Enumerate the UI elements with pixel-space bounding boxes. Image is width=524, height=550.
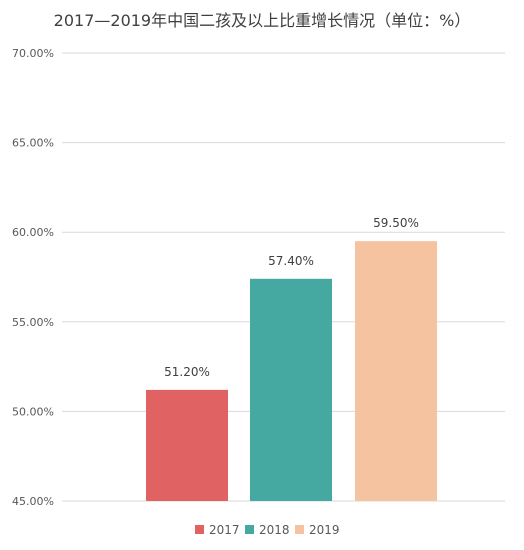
y-tick-label: 70.00% — [12, 47, 54, 60]
legend-label-2018: 2018 — [259, 523, 290, 537]
y-tick-label: 55.00% — [12, 316, 54, 329]
data-label-2018: 57.40% — [268, 254, 314, 268]
legend-swatch-2017 — [195, 525, 204, 534]
bars — [146, 241, 437, 501]
bar-2017 — [146, 389, 228, 501]
legend-swatch-2019 — [295, 525, 304, 534]
bar-2019 — [355, 241, 437, 501]
chart-title: 2017—2019年中国二孩及以上比重增长情况（单位：%） — [54, 11, 471, 30]
y-axis-tick-labels: 70.00% 65.00% 60.00% 55.00% 50.00% 45.00% — [12, 47, 54, 508]
y-tick-label: 65.00% — [12, 137, 54, 150]
legend-swatch-2018 — [245, 525, 254, 534]
y-tick-label: 45.00% — [12, 495, 54, 508]
legend-label-2019: 2019 — [309, 523, 340, 537]
data-label-2019: 59.50% — [373, 216, 419, 230]
legend: 2017 2018 2019 — [195, 523, 340, 537]
data-label-2017: 51.20% — [164, 365, 210, 379]
y-tick-label: 60.00% — [12, 226, 54, 239]
legend-label-2017: 2017 — [209, 523, 240, 537]
data-labels: 51.20% 57.40% 59.50% — [164, 216, 419, 379]
bar-2018 — [250, 278, 332, 501]
y-tick-label: 50.00% — [12, 405, 54, 418]
